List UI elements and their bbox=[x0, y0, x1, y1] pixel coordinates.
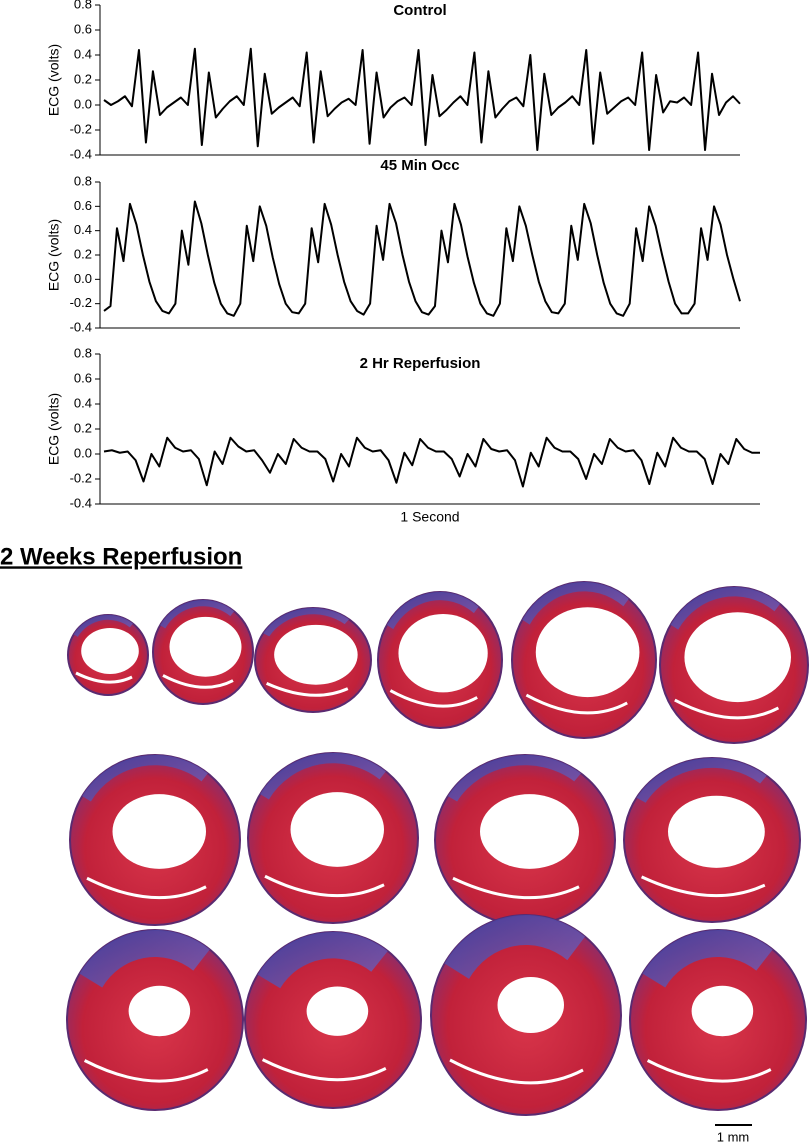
lumen bbox=[274, 624, 358, 685]
scar-region bbox=[73, 615, 133, 637]
y-tick-label: 0.0 bbox=[74, 96, 92, 111]
scar-region bbox=[642, 929, 773, 988]
ecg-trace bbox=[103, 200, 741, 317]
lumen bbox=[112, 794, 206, 869]
endocardial-crack bbox=[264, 874, 385, 898]
endocardial-crack bbox=[674, 698, 780, 720]
scar-region bbox=[260, 753, 386, 800]
endocardial-crack bbox=[646, 1059, 772, 1083]
ecg-trace bbox=[103, 47, 741, 151]
y-tick-label: 0.4 bbox=[74, 222, 92, 237]
lumen bbox=[306, 986, 369, 1036]
y-tick-label: -0.4 bbox=[70, 146, 92, 161]
chart-title: Control bbox=[393, 2, 446, 19]
lumen bbox=[668, 795, 765, 868]
y-tick-label: 0.4 bbox=[74, 46, 92, 61]
y-tick-label: -0.4 bbox=[70, 495, 92, 510]
scar-region bbox=[447, 755, 581, 802]
endocardial-crack bbox=[452, 876, 580, 900]
y-tick-label: 0.8 bbox=[74, 0, 92, 11]
scar-region bbox=[522, 582, 629, 625]
section-title: 2 Weeks Reperfusion bbox=[0, 543, 242, 570]
lumen bbox=[497, 977, 564, 1033]
scar-region bbox=[636, 758, 767, 803]
endocardial-crack bbox=[265, 682, 349, 697]
chart-title: 2 Hr Reperfusion bbox=[360, 355, 481, 372]
y-tick-label: 0.8 bbox=[74, 173, 92, 188]
y-tick-label: 0.2 bbox=[74, 71, 92, 86]
lumen bbox=[290, 792, 384, 867]
scar-region bbox=[444, 915, 586, 979]
x-axis-label: 1 Second bbox=[400, 509, 459, 525]
scar-region bbox=[160, 600, 235, 629]
y-axis-label: ECG (volts) bbox=[46, 219, 62, 291]
endocardial-crack bbox=[75, 671, 133, 684]
scale-bar-label: 1 mm bbox=[717, 1129, 750, 1144]
y-tick-label: -0.2 bbox=[70, 121, 92, 136]
chart-title: 45 Min Occ bbox=[380, 157, 459, 174]
histology-sections bbox=[66, 581, 809, 1116]
y-tick-label: 0.6 bbox=[74, 198, 92, 213]
lumen bbox=[169, 616, 242, 677]
ecg-trace bbox=[103, 436, 760, 488]
scar-region bbox=[79, 929, 210, 988]
y-axis-label: ECG (volts) bbox=[46, 44, 62, 116]
y-axis-label: ECG (volts) bbox=[46, 393, 62, 465]
endocardial-crack bbox=[449, 1058, 584, 1085]
lumen bbox=[128, 985, 191, 1037]
scar-region bbox=[257, 932, 388, 989]
endocardial-crack bbox=[86, 876, 207, 900]
y-tick-label: 0.0 bbox=[74, 271, 92, 286]
y-tick-label: 0.0 bbox=[74, 445, 92, 460]
endocardial-crack bbox=[389, 689, 478, 708]
lumen bbox=[81, 627, 139, 675]
y-tick-label: 0.4 bbox=[74, 395, 92, 410]
y-tick-label: 0.2 bbox=[74, 246, 92, 261]
y-tick-label: -0.2 bbox=[70, 470, 92, 485]
scar-region bbox=[82, 755, 208, 802]
scar-region bbox=[263, 608, 350, 637]
lumen bbox=[691, 985, 754, 1037]
endocardial-crack bbox=[261, 1058, 387, 1082]
scar-region bbox=[670, 586, 780, 630]
y-tick-label: 0.6 bbox=[74, 21, 92, 36]
scar-region bbox=[386, 591, 479, 630]
lumen bbox=[480, 794, 579, 869]
lumen bbox=[535, 607, 640, 698]
endocardial-crack bbox=[83, 1059, 209, 1083]
y-tick-label: 0.2 bbox=[74, 420, 92, 435]
lumen bbox=[398, 614, 488, 693]
endocardial-crack bbox=[162, 674, 234, 689]
endocardial-crack bbox=[640, 875, 766, 898]
endocardial-crack bbox=[525, 693, 628, 715]
y-tick-label: -0.2 bbox=[70, 295, 92, 310]
y-tick-label: 0.8 bbox=[74, 345, 92, 360]
y-tick-label: 0.6 bbox=[74, 370, 92, 385]
y-tick-label: -0.4 bbox=[70, 319, 92, 334]
lumen bbox=[684, 612, 791, 703]
